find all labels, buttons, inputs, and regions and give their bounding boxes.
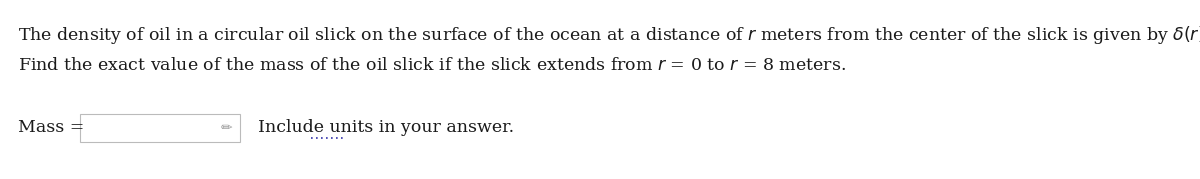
Text: ✏: ✏ (221, 121, 232, 135)
Text: Find the exact value of the mass of the oil slick if the slick extends from $r$ : Find the exact value of the mass of the … (18, 57, 846, 74)
FancyBboxPatch shape (80, 114, 240, 142)
Text: Mass =: Mass = (18, 120, 84, 137)
Text: Include units in your answer.: Include units in your answer. (258, 120, 514, 137)
Text: The density of oil in a circular oil slick on the surface of the ocean at a dist: The density of oil in a circular oil sli… (18, 24, 1200, 46)
